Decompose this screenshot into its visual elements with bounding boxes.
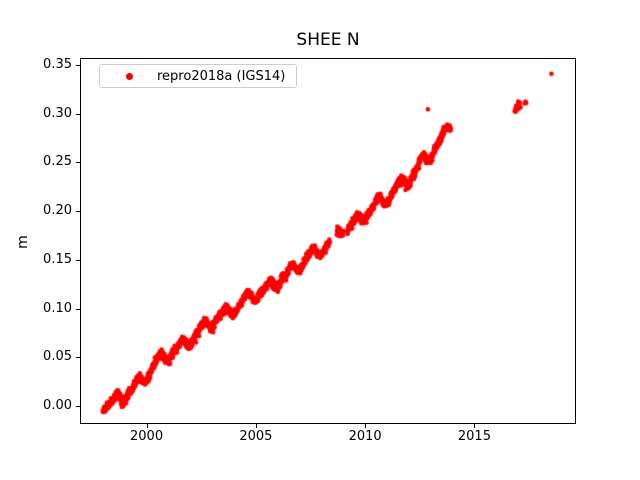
y-tick-mark	[76, 211, 80, 213]
legend-marker-dot-icon	[126, 72, 133, 80]
x-tick-mark	[255, 424, 257, 428]
x-tick-label: 2015	[457, 429, 491, 444]
x-tick-label: 2000	[130, 429, 164, 444]
y-tick-mark	[76, 308, 80, 310]
y-tick-label: 0.20	[43, 203, 72, 219]
y-tick-label: 0.15	[43, 251, 72, 267]
y-tick-mark	[76, 162, 80, 164]
y-tick-label: 0.00	[43, 398, 72, 414]
y-tick-label: 0.25	[43, 154, 72, 170]
scatter-points-canvas	[81, 59, 575, 423]
legend: repro2018a (IGS14)	[99, 64, 298, 88]
x-tick-mark	[365, 424, 367, 428]
y-tick-mark	[76, 406, 80, 408]
legend-label: repro2018a (IGS14)	[157, 68, 286, 84]
y-tick-label: 0.05	[43, 349, 72, 365]
y-tick-label: 0.30	[43, 105, 72, 121]
x-tick-mark	[474, 424, 476, 428]
x-tick-mark	[146, 424, 148, 428]
plot-area	[80, 58, 576, 424]
y-tick-label: 0.35	[43, 56, 72, 72]
chart-title: SHEE N	[296, 30, 360, 50]
y-tick-mark	[76, 113, 80, 115]
y-tick-mark	[76, 64, 80, 66]
x-tick-label: 2005	[239, 429, 273, 444]
y-tick-label: 0.10	[43, 300, 72, 316]
y-tick-mark	[76, 259, 80, 261]
y-tick-mark	[76, 357, 80, 359]
y-axis-label: m	[14, 235, 31, 249]
x-tick-label: 2010	[348, 429, 382, 444]
